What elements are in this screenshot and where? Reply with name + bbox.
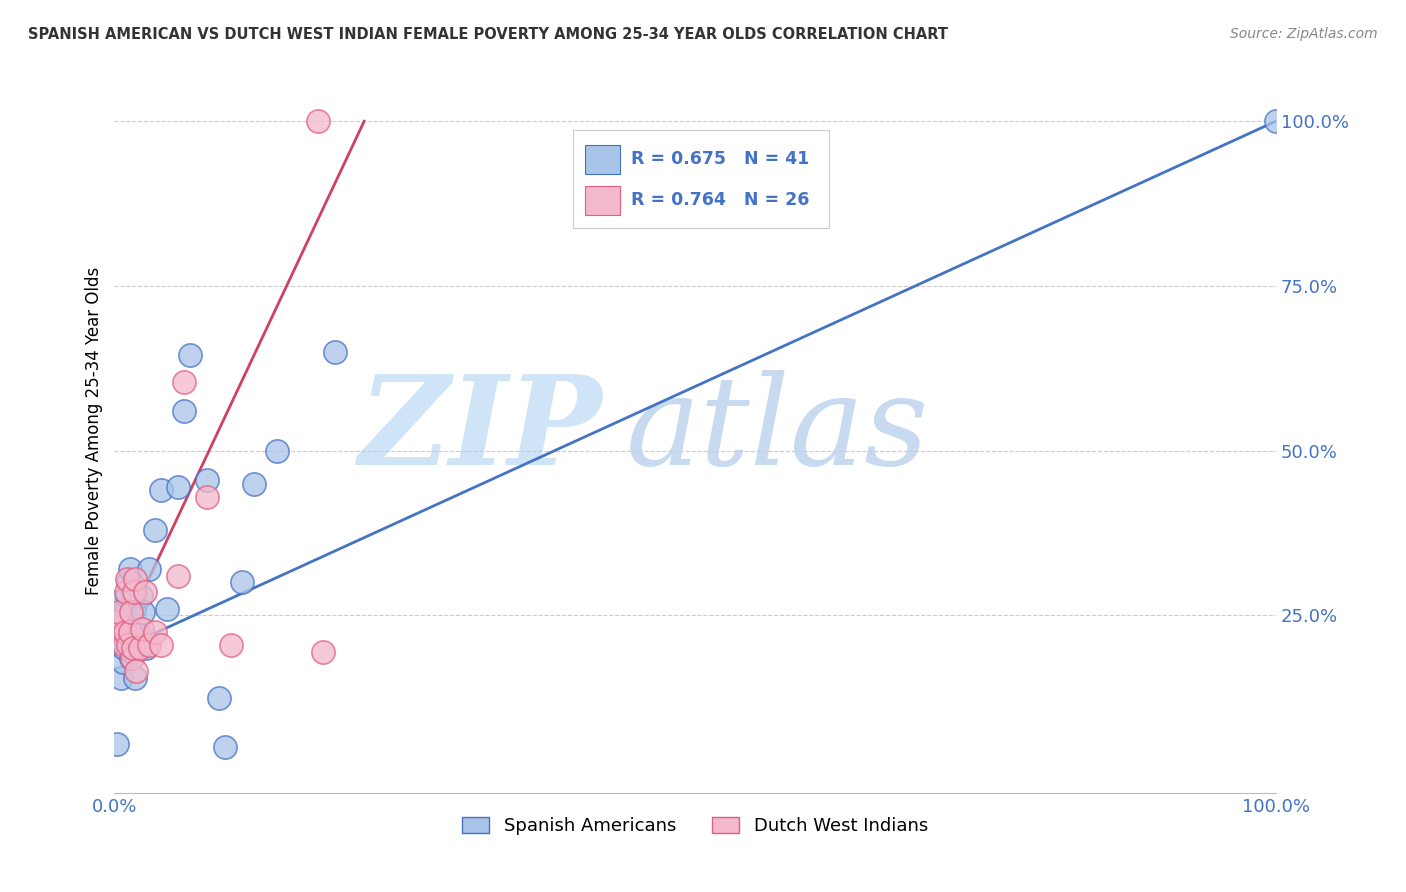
Point	[129, 589, 152, 603]
Point	[111, 655, 134, 669]
Point	[115, 602, 138, 616]
Point	[167, 569, 190, 583]
Point	[115, 634, 138, 648]
Point	[132, 605, 155, 619]
Point	[231, 575, 253, 590]
Point	[195, 474, 218, 488]
Point	[122, 628, 145, 642]
Point	[214, 740, 236, 755]
Y-axis label: Female Poverty Among 25-34 Year Olds: Female Poverty Among 25-34 Year Olds	[86, 267, 103, 595]
Point	[105, 737, 128, 751]
Point	[122, 602, 145, 616]
Point	[112, 638, 135, 652]
Point	[128, 641, 150, 656]
Point	[312, 645, 335, 659]
Point	[112, 624, 135, 639]
Point	[114, 624, 136, 639]
Text: R = 0.675   N = 41: R = 0.675 N = 41	[631, 150, 810, 168]
Text: SPANISH AMERICAN VS DUTCH WEST INDIAN FEMALE POVERTY AMONG 25-34 YEAR OLDS CORRE: SPANISH AMERICAN VS DUTCH WEST INDIAN FE…	[28, 27, 948, 42]
Point	[115, 572, 138, 586]
Point	[107, 615, 129, 629]
Point	[117, 575, 139, 590]
Point	[208, 690, 231, 705]
Legend: Spanish Americans, Dutch West Indians: Spanish Americans, Dutch West Indians	[463, 817, 928, 835]
Point	[323, 344, 346, 359]
Point	[124, 671, 146, 685]
Point	[129, 641, 152, 656]
Point	[125, 638, 148, 652]
Point	[143, 523, 166, 537]
Point	[124, 572, 146, 586]
Text: R = 0.764   N = 26: R = 0.764 N = 26	[631, 192, 810, 210]
Point	[173, 404, 195, 418]
Bar	[585, 186, 620, 215]
Point	[129, 628, 152, 642]
Text: atlas: atlas	[626, 370, 929, 491]
Point	[117, 638, 139, 652]
Point	[108, 605, 131, 619]
Point	[127, 628, 149, 642]
Point	[110, 671, 132, 685]
Point	[115, 585, 138, 599]
Point	[121, 645, 143, 659]
Point	[122, 641, 145, 656]
Point	[266, 443, 288, 458]
Bar	[585, 145, 620, 174]
Point	[149, 483, 172, 498]
Point	[138, 638, 160, 652]
Bar	[574, 130, 828, 228]
Point	[135, 641, 157, 656]
Point	[149, 638, 172, 652]
Point	[138, 562, 160, 576]
Point	[219, 638, 242, 652]
Point	[118, 562, 141, 576]
Point	[1265, 114, 1288, 128]
Point	[173, 375, 195, 389]
Point	[120, 605, 142, 619]
Point	[243, 476, 266, 491]
Point	[122, 585, 145, 599]
Point	[120, 651, 142, 665]
Text: ZIP: ZIP	[359, 370, 602, 491]
Point	[131, 622, 153, 636]
Point	[156, 602, 179, 616]
Point	[107, 595, 129, 609]
Point	[114, 615, 136, 629]
Point	[125, 665, 148, 679]
Point	[105, 622, 128, 636]
Point	[112, 641, 135, 656]
Point	[179, 348, 201, 362]
Point	[134, 585, 156, 599]
Point	[124, 585, 146, 599]
Point	[121, 651, 143, 665]
Text: Source: ZipAtlas.com: Source: ZipAtlas.com	[1230, 27, 1378, 41]
Point	[143, 624, 166, 639]
Point	[167, 480, 190, 494]
Point	[118, 624, 141, 639]
Point	[121, 638, 143, 652]
Point	[115, 589, 138, 603]
Point	[195, 490, 218, 504]
Point	[307, 114, 329, 128]
